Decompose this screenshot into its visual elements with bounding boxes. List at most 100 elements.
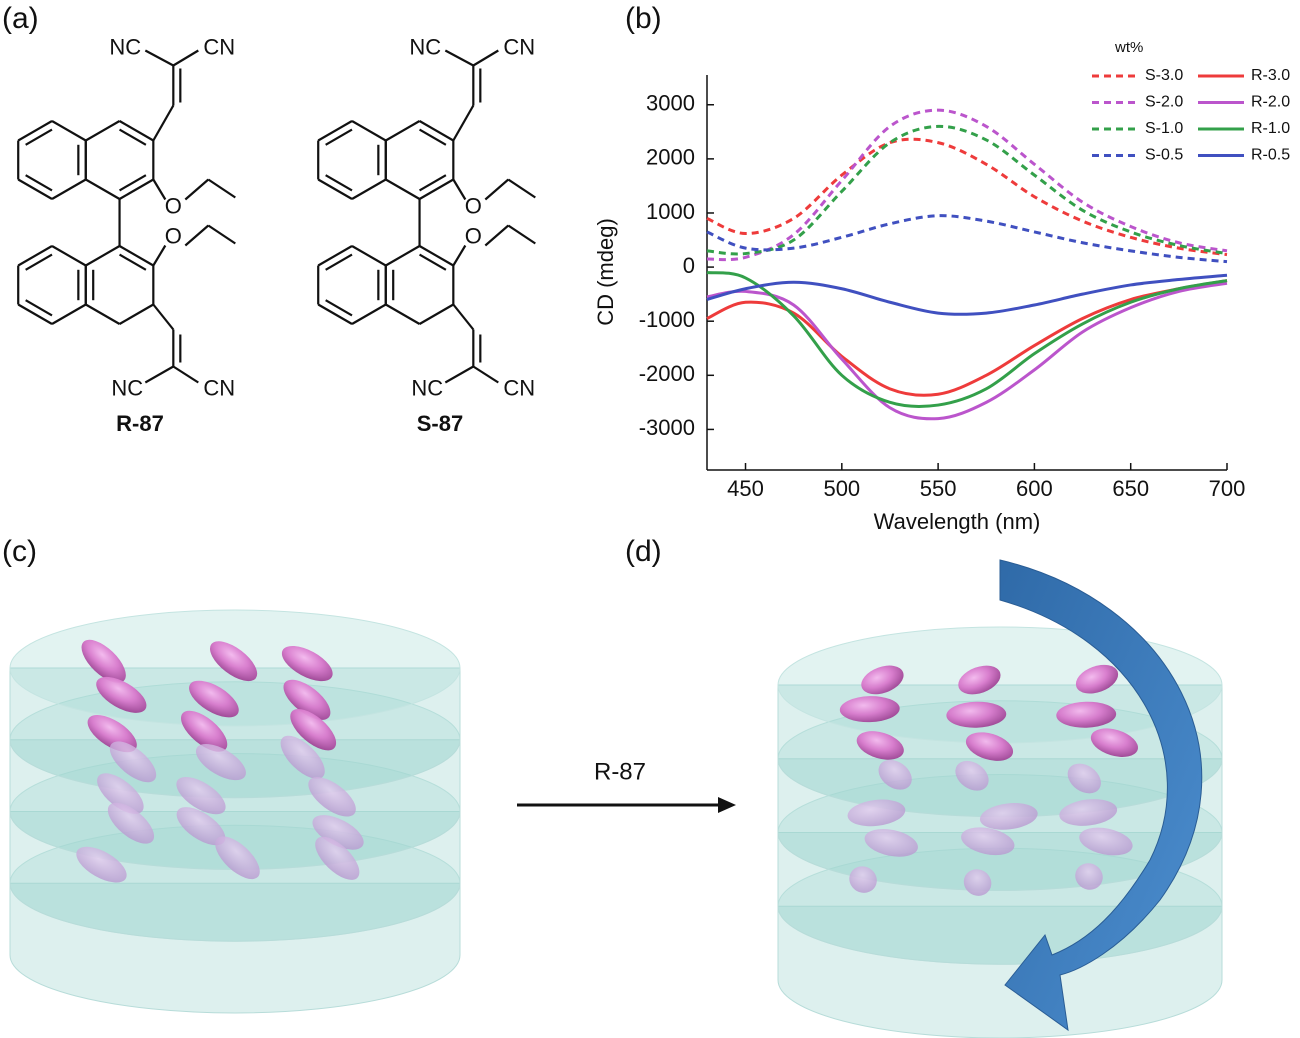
bond xyxy=(144,365,174,384)
atom-label: NC xyxy=(409,34,441,59)
atom-label: NC xyxy=(109,34,141,59)
molecule xyxy=(312,815,364,850)
bond xyxy=(51,245,87,267)
compound-label: S-87 xyxy=(417,411,463,436)
molecule xyxy=(107,802,155,844)
bond xyxy=(152,303,175,331)
bond xyxy=(25,128,53,146)
molecule xyxy=(961,827,1015,856)
molecule xyxy=(290,708,337,751)
cells xyxy=(9,609,1223,1038)
molecule xyxy=(1067,763,1101,794)
legend-label: S-1.0 xyxy=(1145,120,1183,137)
legend-label: R-1.0 xyxy=(1251,120,1290,137)
series-line xyxy=(706,273,1228,316)
bond xyxy=(351,178,387,200)
series-line xyxy=(706,108,1228,262)
molecule xyxy=(1075,863,1103,890)
bond xyxy=(25,174,53,192)
molecule xyxy=(847,799,906,827)
molecule xyxy=(861,665,904,695)
bond xyxy=(418,178,454,200)
molecule xyxy=(195,743,246,781)
compound-label: R-87 xyxy=(116,411,164,436)
bond xyxy=(51,178,87,200)
bond xyxy=(152,244,167,267)
atom-label: CN xyxy=(203,34,235,59)
bond xyxy=(317,178,353,200)
molecule xyxy=(109,741,157,783)
bond xyxy=(418,120,454,142)
chart: -3000 -2000 -1000 0 1000 2000 3000 450 500 550 600… xyxy=(593,39,1290,534)
bond xyxy=(85,303,121,325)
molecule xyxy=(1079,827,1133,856)
bond xyxy=(17,303,53,325)
bond xyxy=(207,224,236,245)
molecule xyxy=(283,679,331,720)
bond xyxy=(385,120,421,142)
bond xyxy=(17,120,53,142)
bond xyxy=(85,178,121,200)
y-tick-label: 0 xyxy=(683,253,695,278)
molecule xyxy=(209,641,258,682)
bond xyxy=(444,49,474,67)
bond xyxy=(351,245,387,267)
arrow-label: R-87 xyxy=(594,758,646,785)
bond xyxy=(25,253,53,271)
bond xyxy=(418,245,454,267)
molecule xyxy=(963,869,992,896)
molecule xyxy=(1075,664,1119,694)
molecule xyxy=(76,846,127,883)
molecule xyxy=(849,866,877,893)
x-tick-label: 650 xyxy=(1112,476,1149,501)
bond xyxy=(172,365,199,384)
molecule xyxy=(946,701,1007,728)
series-line xyxy=(706,124,1228,256)
molecule xyxy=(979,803,1038,830)
x-tick-label: 450 xyxy=(727,476,764,501)
bond xyxy=(452,244,467,267)
bond xyxy=(444,365,474,384)
molecule xyxy=(81,639,126,683)
molecule xyxy=(1056,701,1117,728)
molecule xyxy=(308,777,356,817)
molecule xyxy=(1090,728,1138,757)
y-axis-label: CD (mdeg) xyxy=(593,218,618,326)
series-line xyxy=(706,137,1228,257)
bond xyxy=(418,174,447,192)
atom-label: NC xyxy=(111,375,143,400)
molecule xyxy=(839,696,900,723)
bond xyxy=(317,120,353,142)
structure: NC CN OO NC CN R-87 xyxy=(17,34,236,436)
series-line xyxy=(706,281,1228,421)
legend-label: S-3.0 xyxy=(1145,67,1183,84)
bond xyxy=(118,120,154,142)
bond xyxy=(25,299,53,317)
y-tick-label: 2000 xyxy=(646,145,695,170)
bond xyxy=(507,224,536,245)
y-tick-label: 3000 xyxy=(646,91,695,116)
bond xyxy=(484,224,510,247)
bond xyxy=(118,174,147,192)
bond xyxy=(452,303,475,331)
x-axis-label: Wavelength (nm) xyxy=(874,509,1041,534)
legend-title: wt% xyxy=(1114,39,1143,56)
cell xyxy=(9,609,461,1014)
bond xyxy=(51,303,87,325)
structure: NC CN OO NC CN S-87 xyxy=(317,34,536,436)
bond xyxy=(325,299,353,317)
bond xyxy=(418,128,447,146)
panel-label: (b) xyxy=(625,2,662,35)
molecule xyxy=(856,731,904,760)
bond xyxy=(118,128,147,146)
bond xyxy=(418,303,454,325)
x-tick-label: 700 xyxy=(1209,476,1246,501)
bond xyxy=(484,178,510,201)
molecule xyxy=(215,836,260,880)
molecule xyxy=(315,836,360,880)
molecule xyxy=(96,676,147,713)
bond xyxy=(152,178,167,201)
bond xyxy=(184,178,210,201)
